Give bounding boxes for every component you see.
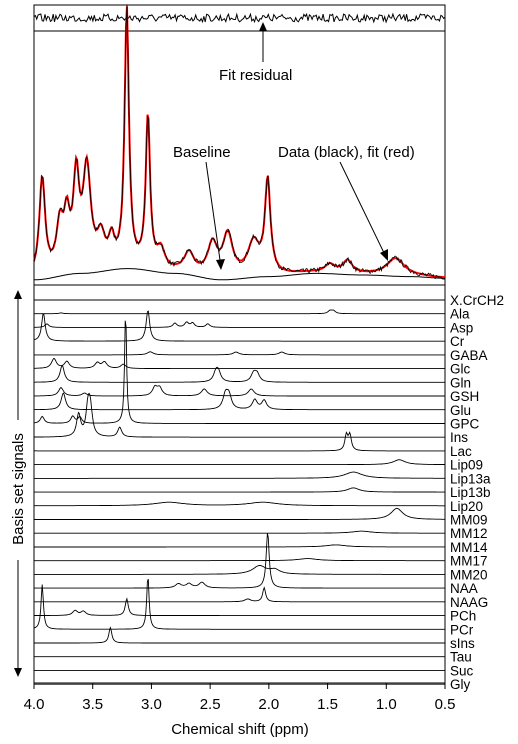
annotation-baseline: Baseline	[173, 144, 231, 161]
annotation-data-fit: Data (black), fit (red)	[278, 144, 415, 161]
basis-label-mm17: MM17	[450, 554, 488, 569]
basis-line-lip13b	[34, 487, 445, 493]
basis-line-lip13a	[34, 471, 445, 479]
basis-line-mm12	[34, 530, 445, 534]
basis-line-pch	[34, 597, 445, 617]
annotation-baseline-arrowhead	[216, 259, 225, 270]
basis-line-glc	[34, 357, 445, 370]
x-tick-label-0.5: 0.5	[435, 696, 456, 713]
x-tick-label-3.0: 3.0	[141, 696, 162, 713]
basis-panel-frame	[33, 284, 446, 684]
basis-line-cr	[33, 310, 445, 342]
ylabel-arrow-up	[14, 290, 22, 299]
annotation-data-fit-arrowhead	[380, 249, 388, 261]
basis-line-lip20	[34, 501, 445, 507]
basis-label-glc: Glc	[450, 362, 471, 377]
basis-label-cr: Cr	[450, 334, 465, 349]
basis-label-naag: NAAG	[450, 595, 488, 610]
basis-label-pcr: PCr	[450, 622, 474, 637]
basis-line-gsh	[34, 384, 445, 397]
x-axis-ticks: 4.0 3.5 3.0 2.5 2.0 1.5 1.0 0.5	[24, 683, 456, 713]
basis-line-mm09	[34, 507, 445, 520]
basis-line-lac	[34, 431, 445, 452]
basis-line-mm20	[34, 565, 445, 575]
fit-line	[33, 6, 445, 279]
basis-label-tau: Tau	[450, 650, 472, 665]
basis-label-gsh: GSH	[450, 389, 479, 404]
basis-label-gly: Gly	[450, 677, 471, 692]
basis-label-lip20: Lip20	[450, 499, 483, 514]
basis-label-ins: Ins	[450, 430, 468, 445]
basis-line-lip09	[34, 459, 445, 466]
basis-line-ala	[34, 309, 445, 315]
basis-line-gpc	[33, 320, 445, 424]
basis-line-naag	[34, 586, 445, 603]
basis-label-gaba: GABA	[450, 348, 488, 363]
annotation-residual: Fit residual	[219, 67, 292, 84]
basis-label-lip13b: Lip13b	[450, 485, 491, 500]
basis-label-naa: NAA	[450, 581, 478, 596]
basis-set-labels: X.CrCH2AlaAspCrGABAGlcGlnGSHGluGPCInsLac…	[450, 293, 504, 692]
basis-label-glu: Glu	[450, 403, 471, 418]
x-tick-label-3.5: 3.5	[82, 696, 103, 713]
basis-label-mm09: MM09	[450, 513, 488, 528]
basis-label-pch: PCh	[450, 609, 476, 624]
basis-label-mm20: MM20	[450, 567, 488, 582]
basis-line-gaba	[34, 351, 445, 356]
basis-label-gpc: GPC	[450, 417, 480, 432]
basis-label-mm12: MM12	[450, 526, 488, 541]
ylabel-arrow-down	[14, 668, 22, 677]
annotation-baseline-arrow	[205, 161, 222, 268]
basis-line-mm17	[34, 558, 445, 562]
basis-label-suc: Suc	[450, 663, 474, 678]
x-axis-label: Chemical shift (ppm)	[171, 721, 309, 738]
basis-label-ala: Ala	[450, 307, 470, 322]
y-axis-label: Basis set signals	[10, 433, 27, 545]
basis-set-lines	[33, 299, 445, 685]
basis-line-ins	[34, 392, 445, 438]
basis-label-lip09: Lip09	[450, 458, 483, 473]
basis-label-lip13a: Lip13a	[450, 471, 491, 486]
residual-panel-frame	[33, 4, 446, 32]
basis-label-lac: Lac	[450, 444, 472, 459]
basis-label-gln: Gln	[450, 375, 471, 390]
x-tick-label-1.0: 1.0	[376, 696, 397, 713]
x-tick-label-2.0: 2.0	[258, 696, 279, 713]
x-tick-label-1.5: 1.5	[317, 696, 338, 713]
basis-line-asp	[34, 321, 445, 328]
basis-label-asp: Asp	[450, 320, 473, 335]
annotation-residual-arrowhead	[259, 22, 267, 31]
basis-line-naa	[34, 533, 445, 589]
basis-line-gln	[34, 364, 445, 383]
baseline-line	[34, 268, 445, 281]
basis-label-x-crch2: X.CrCH2	[450, 293, 504, 308]
basis-line-pcr	[33, 579, 445, 630]
x-tick-label-2.5: 2.5	[200, 696, 221, 713]
basis-label-mm14: MM14	[450, 540, 488, 555]
x-tick-label-4.0: 4.0	[24, 696, 45, 713]
basis-label-sins: sIns	[450, 636, 475, 651]
annotation-data-fit-arrow	[339, 161, 387, 258]
data-line	[33, 4, 446, 280]
basis-line-sins	[34, 626, 445, 644]
basis-line-glu	[34, 388, 445, 411]
residual-line	[33, 12, 446, 24]
basis-line-mm14	[34, 544, 445, 548]
